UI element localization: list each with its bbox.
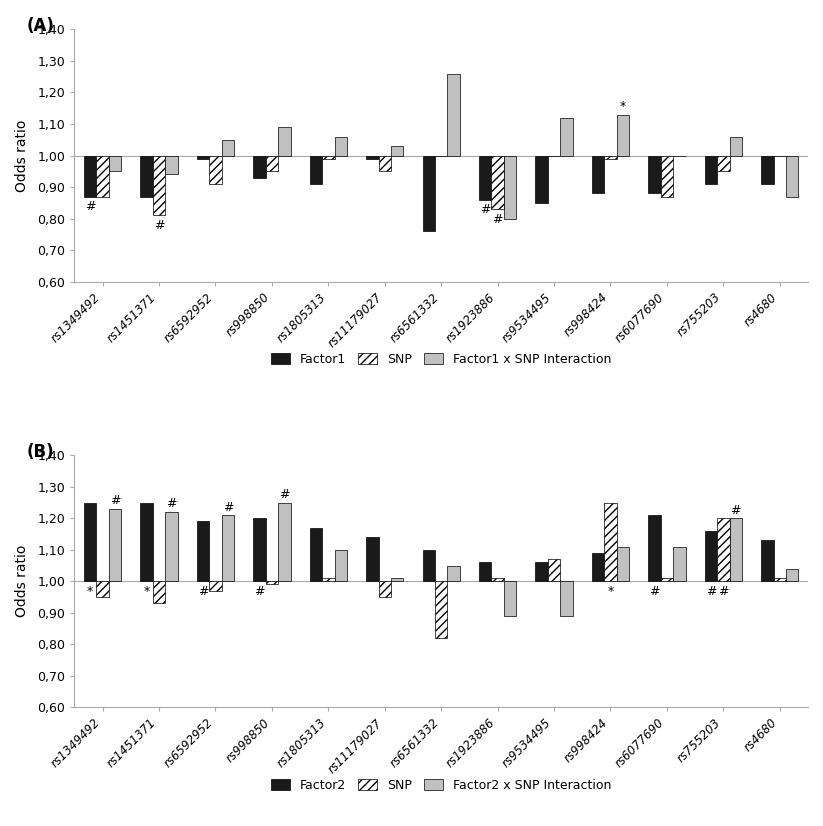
Text: *: * bbox=[620, 100, 626, 113]
Bar bbox=[109, 509, 121, 582]
Bar bbox=[649, 515, 661, 582]
Bar bbox=[704, 531, 717, 582]
Bar bbox=[84, 502, 96, 582]
Bar bbox=[221, 515, 234, 582]
Bar bbox=[479, 563, 491, 582]
Bar bbox=[366, 537, 379, 582]
Bar bbox=[592, 553, 604, 582]
Bar bbox=[322, 155, 334, 159]
Bar bbox=[84, 155, 96, 197]
Bar bbox=[560, 118, 573, 155]
Bar bbox=[266, 155, 278, 171]
Bar bbox=[704, 155, 717, 184]
Text: (B): (B) bbox=[26, 443, 54, 461]
Bar bbox=[761, 540, 774, 582]
Text: #: # bbox=[198, 585, 208, 598]
Bar bbox=[165, 155, 178, 174]
Bar bbox=[391, 146, 403, 155]
Text: #: # bbox=[718, 585, 728, 598]
Bar bbox=[661, 155, 673, 197]
Bar bbox=[729, 136, 742, 155]
Bar bbox=[761, 155, 774, 184]
Bar bbox=[649, 155, 661, 193]
Bar bbox=[153, 155, 165, 216]
Text: *: * bbox=[143, 585, 150, 598]
Legend: Factor2, SNP, Factor2 x SNP Interaction: Factor2, SNP, Factor2 x SNP Interaction bbox=[266, 774, 616, 797]
Bar bbox=[616, 547, 629, 582]
Bar bbox=[479, 155, 491, 200]
Text: #: # bbox=[731, 504, 741, 517]
Bar bbox=[334, 550, 347, 582]
Bar bbox=[422, 550, 435, 582]
Bar bbox=[209, 582, 221, 591]
Bar bbox=[366, 155, 379, 159]
Bar bbox=[391, 578, 403, 582]
Bar bbox=[253, 155, 266, 178]
Text: #: # bbox=[649, 585, 660, 598]
Bar bbox=[309, 155, 322, 184]
Bar bbox=[278, 127, 291, 155]
Text: #: # bbox=[109, 494, 120, 507]
Bar bbox=[197, 521, 209, 582]
Bar bbox=[536, 563, 548, 582]
Bar bbox=[435, 582, 448, 638]
Text: #: # bbox=[154, 219, 165, 232]
Bar bbox=[661, 578, 673, 582]
Bar bbox=[266, 582, 278, 585]
Bar bbox=[153, 582, 165, 603]
Y-axis label: Odds ratio: Odds ratio bbox=[15, 119, 29, 192]
Bar bbox=[504, 155, 516, 219]
Bar bbox=[221, 140, 234, 155]
Bar bbox=[604, 502, 616, 582]
Bar bbox=[141, 155, 153, 197]
Bar bbox=[322, 578, 334, 582]
Bar bbox=[197, 155, 209, 159]
Text: #: # bbox=[279, 488, 290, 501]
Legend: Factor1, SNP, Factor1 x SNP Interaction: Factor1, SNP, Factor1 x SNP Interaction bbox=[266, 349, 616, 371]
Bar bbox=[786, 155, 798, 197]
Bar bbox=[673, 547, 686, 582]
Text: #: # bbox=[254, 585, 265, 598]
Bar bbox=[616, 115, 629, 155]
Bar bbox=[448, 74, 460, 155]
Bar bbox=[786, 569, 798, 582]
Bar bbox=[422, 155, 435, 231]
Text: #: # bbox=[480, 203, 491, 216]
Bar bbox=[774, 578, 786, 582]
Bar bbox=[592, 155, 604, 193]
Bar bbox=[548, 559, 560, 582]
Text: *: * bbox=[87, 585, 93, 598]
Bar bbox=[491, 578, 504, 582]
Bar bbox=[379, 582, 391, 597]
Bar bbox=[448, 566, 460, 582]
Bar bbox=[96, 155, 109, 197]
Bar bbox=[334, 136, 347, 155]
Bar bbox=[536, 155, 548, 203]
Text: (A): (A) bbox=[26, 17, 54, 35]
Bar bbox=[717, 518, 729, 582]
Text: *: * bbox=[607, 585, 614, 598]
Bar bbox=[504, 582, 516, 616]
Bar bbox=[109, 155, 121, 171]
Text: #: # bbox=[492, 213, 503, 225]
Bar bbox=[604, 155, 616, 159]
Bar bbox=[209, 155, 221, 184]
Bar bbox=[253, 518, 266, 582]
Bar bbox=[729, 518, 742, 582]
Text: #: # bbox=[166, 497, 177, 510]
Bar bbox=[165, 512, 178, 582]
Bar bbox=[560, 582, 573, 616]
Bar bbox=[491, 155, 504, 209]
Text: #: # bbox=[222, 501, 233, 514]
Bar bbox=[278, 502, 291, 582]
Y-axis label: Odds ratio: Odds ratio bbox=[15, 545, 29, 618]
Bar bbox=[96, 582, 109, 597]
Bar bbox=[141, 502, 153, 582]
Bar bbox=[309, 528, 322, 582]
Text: #: # bbox=[85, 200, 95, 213]
Bar bbox=[379, 155, 391, 171]
Bar bbox=[717, 155, 729, 171]
Text: #: # bbox=[705, 585, 716, 598]
